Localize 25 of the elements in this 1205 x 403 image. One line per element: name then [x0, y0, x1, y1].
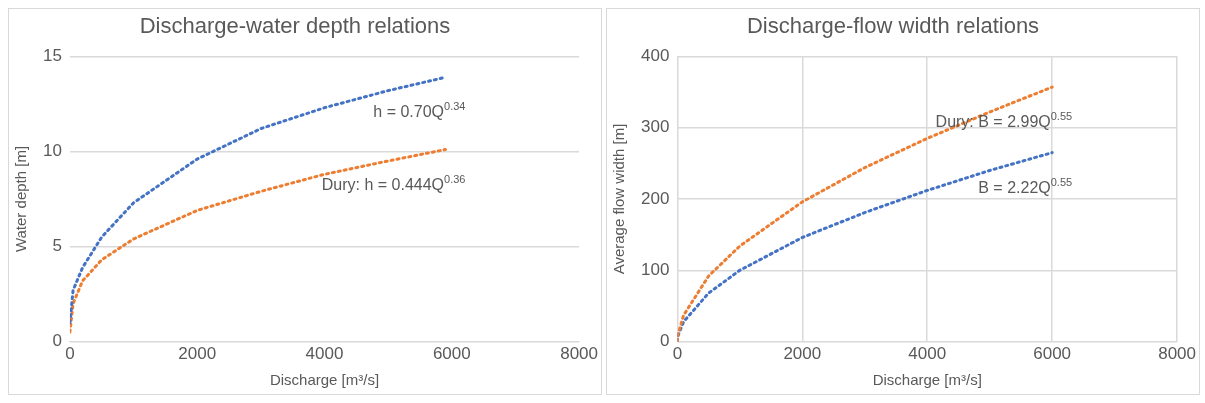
chart-title: Discharge-water depth relations: [139, 13, 451, 39]
x-tick-label: 8000: [1158, 344, 1196, 364]
x-tick-label: 0: [672, 344, 683, 364]
x-tick-label: 4000: [305, 344, 344, 364]
x-tick-label: 0: [65, 344, 75, 364]
x-tick-label: 8000: [560, 344, 598, 364]
x-axis-title: Discharge [m³/s]: [269, 371, 380, 389]
y-tick-label: 300: [640, 117, 670, 137]
chart-title: Discharge-flow width relations: [746, 13, 1040, 39]
y-tick-label: 0: [52, 331, 62, 351]
x-tick-label: 4000: [908, 344, 947, 364]
y-tick-label: 15: [42, 46, 62, 66]
y-tick-label: 10: [42, 141, 62, 161]
y-axis-title: Water depth [m]: [12, 145, 30, 253]
x-tick-label: 2000: [178, 344, 217, 364]
x-tick-label: 6000: [1033, 344, 1072, 364]
x-tick-label: 6000: [432, 344, 471, 364]
y-tick-label: 400: [640, 46, 670, 66]
x-tick-label: 2000: [783, 344, 822, 364]
y-tick-label: 100: [640, 259, 670, 279]
y-tick-label: 0: [659, 331, 670, 351]
y-axis-title: Average flow width [m]: [610, 123, 628, 275]
y-tick-label: 200: [640, 188, 670, 208]
x-axis-title: Discharge [m³/s]: [872, 371, 982, 389]
y-tick-label: 5: [52, 236, 62, 256]
